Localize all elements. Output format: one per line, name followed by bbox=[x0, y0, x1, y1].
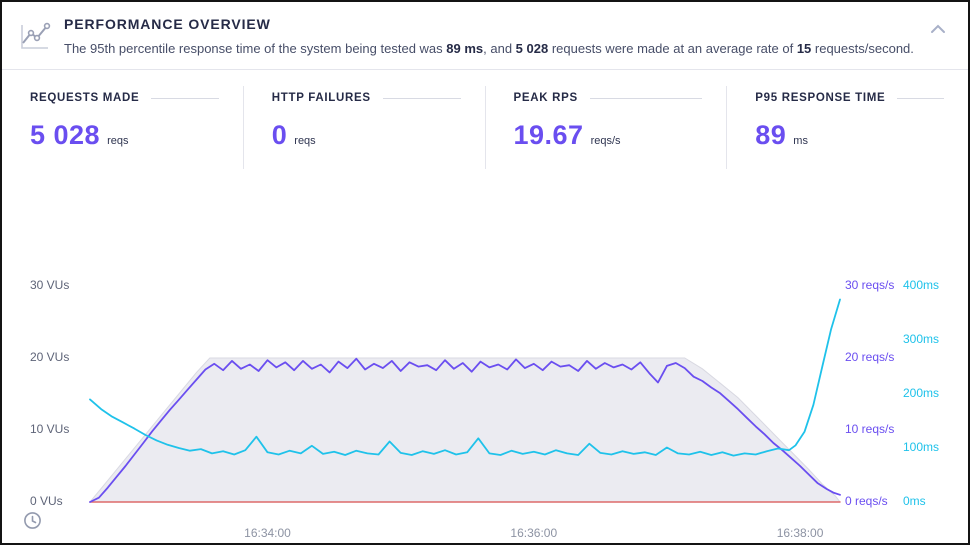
stat-rule bbox=[382, 97, 461, 99]
stat-rule bbox=[151, 97, 219, 99]
series-vus bbox=[88, 357, 842, 503]
clock-icon bbox=[23, 511, 42, 535]
stat-rule bbox=[897, 97, 944, 99]
stat-label: REQUESTS MADE bbox=[30, 92, 140, 105]
stat-value: 89 bbox=[755, 120, 787, 151]
vus-axis-label: 30 VUs bbox=[30, 278, 70, 292]
ms-axis-label: 200ms bbox=[903, 386, 940, 400]
stat-value: 19.67 bbox=[513, 120, 584, 151]
stat-label: PEAK RPS bbox=[513, 92, 578, 105]
stat-requests-made: REQUESTS MADE 5 028 reqs bbox=[2, 86, 243, 169]
chevron-up-icon bbox=[930, 22, 946, 37]
ms-axis-label: 100ms bbox=[903, 440, 940, 454]
stat-unit: ms bbox=[793, 135, 808, 148]
stat-value: 0 bbox=[271, 120, 288, 151]
performance-chart[interactable] bbox=[2, 270, 970, 530]
ms-axis-label: 400ms bbox=[903, 278, 940, 292]
vus-axis-label: 0 VUs bbox=[30, 494, 63, 508]
rps-axis-label: 10 reqs/s bbox=[845, 422, 895, 436]
stat-http-failures: HTTP FAILURES 0 reqs bbox=[242, 86, 485, 170]
vus-axis-label: 20 VUs bbox=[30, 350, 70, 364]
ms-axis-label: 300ms bbox=[903, 332, 940, 346]
rps-axis-label: 20 reqs/s bbox=[845, 350, 895, 364]
rps-axis-label: 30 reqs/s bbox=[845, 278, 895, 292]
panel-header: PERFORMANCE OVERVIEW The 95th percentile… bbox=[2, 2, 968, 71]
time-axis-label: 16:36:00 bbox=[510, 526, 558, 540]
stat-unit: reqs bbox=[294, 135, 316, 148]
vus-axis-label: 10 VUs bbox=[30, 422, 70, 436]
rps-axis-label: 0 reqs/s bbox=[845, 494, 888, 508]
stat-value: 5 028 bbox=[30, 120, 101, 151]
stat-rule bbox=[589, 97, 703, 99]
stat-peak-rps: PEAK RPS 19.67 reqs/s bbox=[484, 86, 727, 170]
page-title: PERFORMANCE OVERVIEW bbox=[64, 16, 271, 32]
stat-unit: reqs/s bbox=[590, 135, 621, 148]
description: The 95th percentile response time of the… bbox=[64, 41, 914, 56]
collapse-button[interactable] bbox=[930, 24, 946, 34]
time-axis-label: 16:34:00 bbox=[244, 526, 291, 540]
ms-axis-label: 0ms bbox=[903, 494, 926, 508]
series-response-time bbox=[89, 298, 841, 457]
stat-p95-response-time: P95 RESPONSE TIME 89 ms bbox=[726, 86, 968, 170]
stat-label: HTTP FAILURES bbox=[271, 92, 371, 105]
stat-label: P95 RESPONSE TIME bbox=[755, 92, 886, 105]
chart-icon bbox=[18, 19, 52, 53]
series-rps bbox=[89, 357, 841, 503]
stat-unit: reqs bbox=[107, 135, 129, 148]
time-axis-label: 16:38:00 bbox=[776, 526, 824, 540]
chart-svg[interactable] bbox=[2, 270, 970, 530]
